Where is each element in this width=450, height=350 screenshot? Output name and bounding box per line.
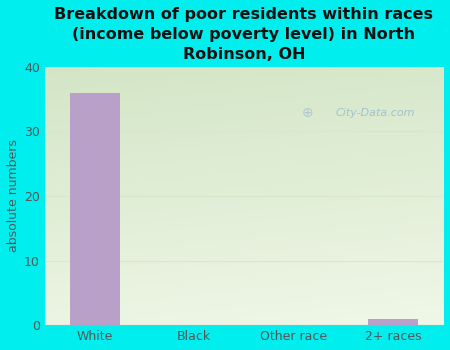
Y-axis label: absolute numbers: absolute numbers	[7, 140, 20, 252]
Text: ⊕: ⊕	[302, 106, 314, 120]
Bar	[369, 319, 418, 325]
Title: Breakdown of poor residents within races
(income below poverty level) in North
R: Breakdown of poor residents within races…	[54, 7, 433, 62]
Bar	[70, 93, 120, 325]
Text: City-Data.com: City-Data.com	[336, 108, 415, 118]
